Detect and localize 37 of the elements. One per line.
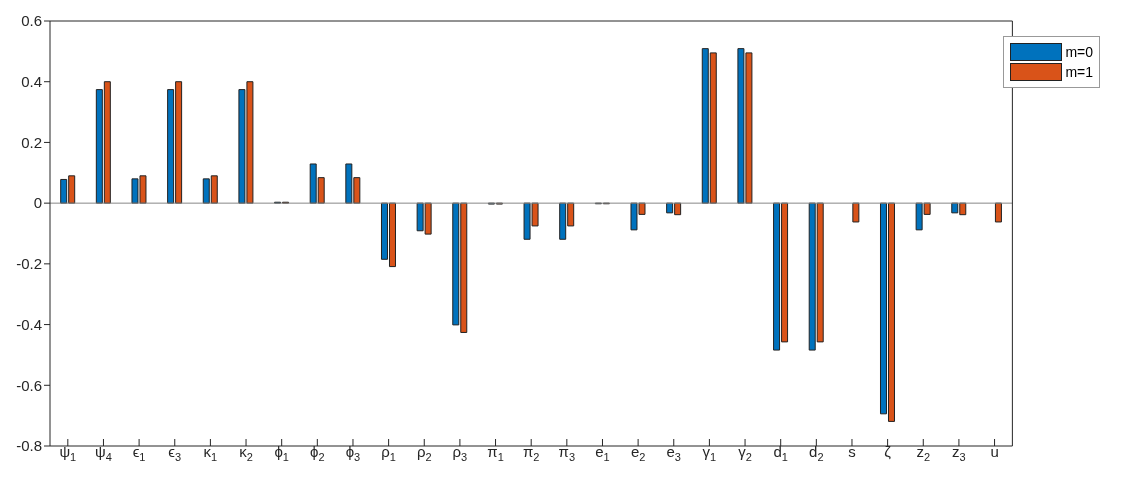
x-tick-label: z$_{3}$	[952, 443, 966, 463]
x-tick-label: ζ	[884, 443, 892, 460]
y-tick-label: 0.2	[21, 133, 42, 151]
x-tick-label: ϕ$_{1}$	[274, 443, 289, 463]
x-tick-label: κ$_{2}$	[239, 443, 253, 463]
y-tick-label: 0.4	[21, 73, 42, 91]
y-tick-label: -0.4	[16, 315, 42, 333]
legend-label: m=1	[1065, 64, 1093, 80]
x-tick-label: ϕ$_{2}$	[310, 443, 325, 463]
x-tick-label: π$_{2}$	[522, 443, 540, 463]
y-tick-label: 0.6	[21, 12, 42, 30]
x-tick-label: π$_{1}$	[487, 443, 504, 463]
x-tick-label: π$_{3}$	[558, 443, 576, 463]
x-tick-label: ψ$_{1}$	[59, 443, 77, 463]
x-tick-label: e$_{2}$	[630, 443, 646, 463]
x-tick-label: d$_{1}$	[773, 443, 788, 463]
y-tick-label: 0	[33, 194, 42, 212]
x-tick-label: ψ$_{4}$	[95, 443, 112, 463]
x-tick-label: u	[990, 443, 999, 460]
x-tick-label: d$_{2}$	[809, 443, 824, 463]
y-tick-label: -0.6	[16, 376, 42, 394]
x-tick-label: κ$_{1}$	[203, 443, 218, 463]
x-tick-label: ϵ$_{1}$	[132, 443, 146, 463]
x-tick-label: e$_{1}$	[595, 443, 610, 463]
x-tick-label: s	[848, 443, 856, 460]
x-tick-label: ϕ$_{3}$	[345, 443, 361, 463]
x-tick-label: γ$_{2}$	[738, 443, 752, 463]
y-tick-label: -0.8	[16, 437, 42, 455]
legend-label: m=0	[1065, 44, 1093, 60]
y-tick-label: -0.2	[16, 255, 42, 273]
x-tick-label: γ$_{1}$	[702, 443, 717, 463]
x-tick-label: ϵ$_{3}$	[168, 443, 182, 463]
x-tick-label: ρ$_{2}$	[416, 443, 432, 463]
x-tick-label: e$_{3}$	[666, 443, 681, 463]
x-tick-label: ρ$_{3}$	[452, 443, 468, 463]
x-tick-label: z$_{2}$	[916, 443, 931, 463]
x-tick-label: ρ$_{1}$	[381, 443, 396, 463]
